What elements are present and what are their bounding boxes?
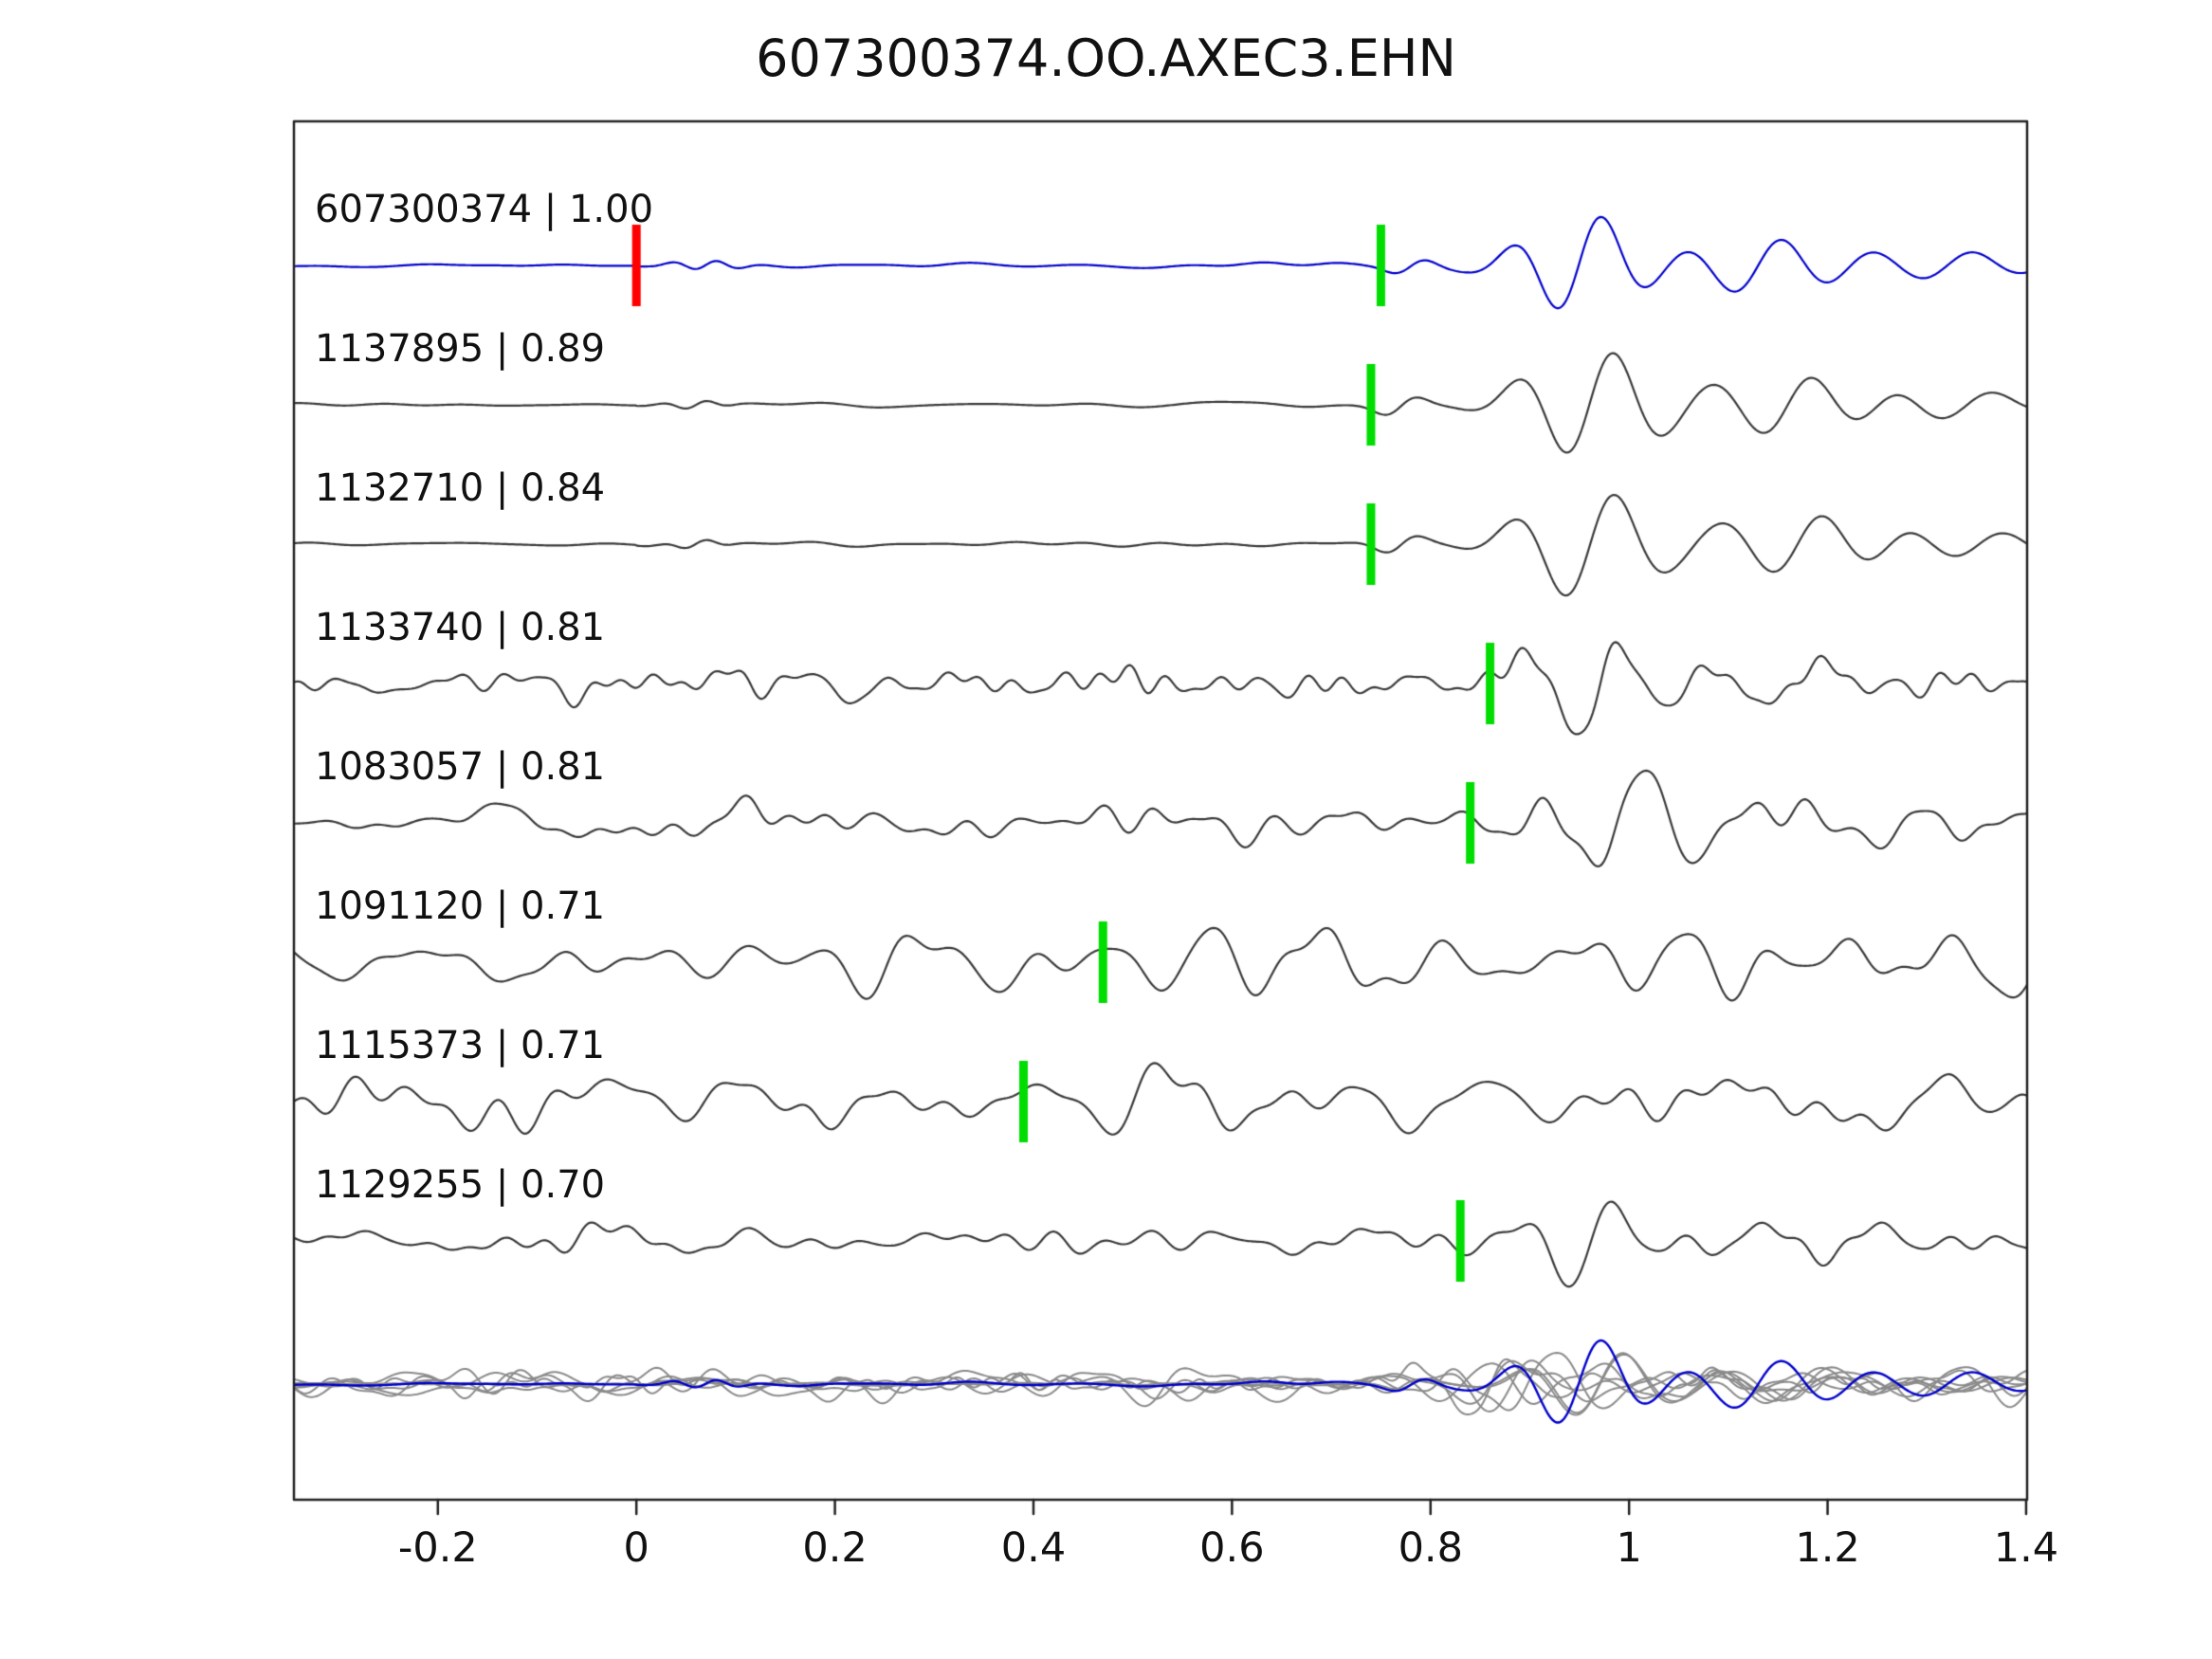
trace-label-1115373: 1115373 | 0.71 [315,1024,606,1067]
x-tick-label: 0.8 [1398,1524,1463,1572]
x-tick-label: 1.4 [1993,1524,2059,1572]
trace-label-1083057: 1083057 | 0.81 [315,745,606,789]
trace-label-1091120: 1091120 | 0.71 [315,884,606,928]
trace-label-1137895: 1137895 | 0.89 [315,327,606,371]
x-tick-label: 0.6 [1199,1524,1265,1572]
x-tick-label: 1.2 [1795,1524,1860,1572]
trace-label-1132710: 1132710 | 0.84 [315,466,606,510]
x-tick-label: -0.2 [397,1524,478,1572]
trace-label-1129255: 1129255 | 0.70 [315,1163,606,1207]
x-tick-label: 0.2 [802,1524,868,1572]
x-tick-label: 0 [623,1524,649,1572]
x-tick-label: 1 [1616,1524,1642,1572]
x-tick-label: 0.4 [1000,1524,1067,1572]
trace-label-607300374: 607300374 | 1.00 [315,188,654,231]
trace-label-1133740: 1133740 | 0.81 [315,606,606,649]
